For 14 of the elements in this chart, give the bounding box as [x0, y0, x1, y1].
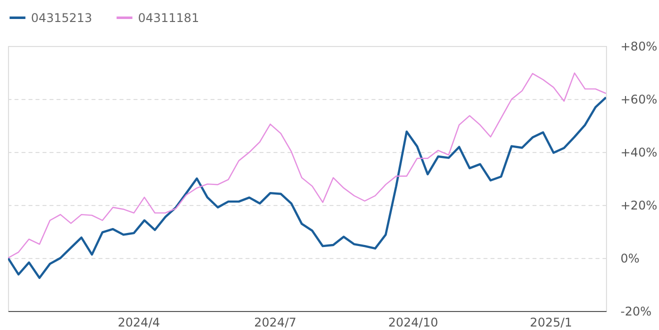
line-series: [8, 72, 606, 259]
y-tick-label: +80%: [620, 40, 658, 54]
x-tick-label: 2024/7: [254, 316, 296, 330]
x-tick-label: 2025/1: [530, 316, 572, 330]
y-tick-label: +20%: [620, 198, 658, 212]
x-tick-label: 2024/10: [388, 316, 438, 330]
x-tick-label: 2024/4: [118, 316, 160, 330]
y-tick-label: +40%: [620, 146, 658, 160]
legend-label: 04315213: [31, 10, 92, 25]
y-tick-label: +60%: [620, 92, 658, 106]
legend-label: 04311181: [138, 10, 200, 25]
line-series: [8, 96, 606, 279]
y-tick-label: -20%: [620, 304, 652, 318]
y-tick-label: 0%: [620, 252, 640, 266]
